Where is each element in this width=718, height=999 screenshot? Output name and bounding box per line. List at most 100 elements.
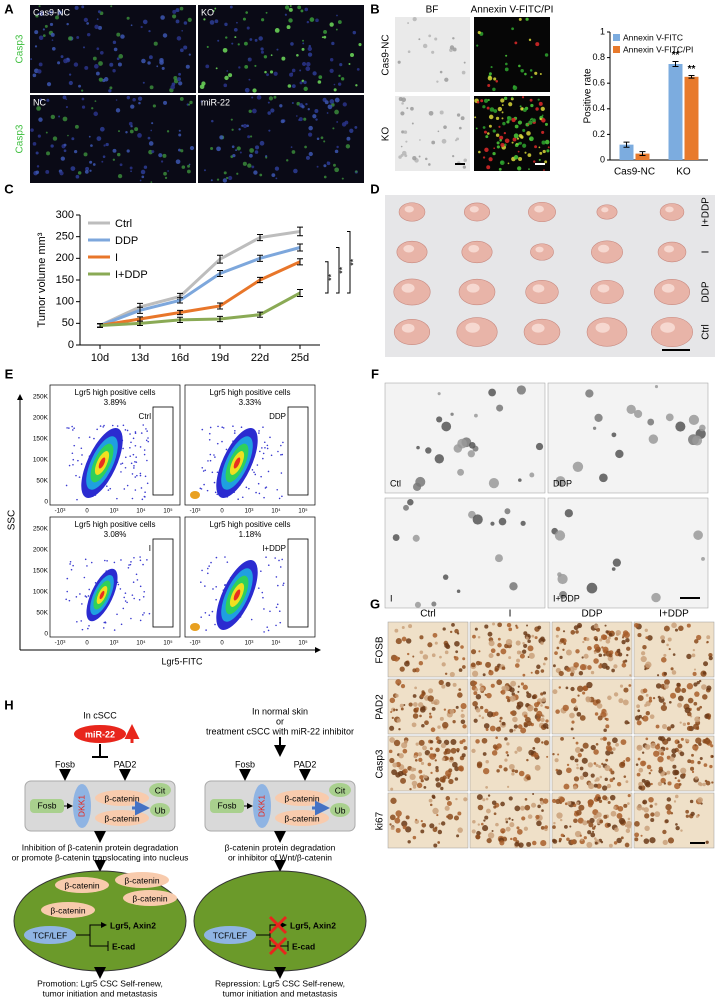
texture	[408, 624, 413, 629]
texture	[658, 766, 663, 771]
event	[133, 556, 135, 559]
texture	[432, 795, 436, 799]
texture	[439, 716, 444, 721]
texture	[650, 742, 657, 749]
texture	[460, 719, 466, 724]
texture	[572, 737, 575, 740]
label: Fosb	[218, 800, 237, 810]
texture	[172, 9, 177, 14]
texture	[97, 25, 103, 30]
texture	[702, 671, 707, 675]
texture	[183, 45, 188, 50]
tumor	[591, 240, 623, 264]
texture	[410, 767, 415, 772]
texture	[475, 739, 480, 744]
texture	[472, 514, 483, 525]
texture	[301, 105, 305, 109]
texture	[604, 624, 607, 627]
texture	[493, 805, 497, 809]
label: β-catenin	[124, 875, 159, 885]
texture	[46, 151, 51, 156]
texture	[261, 18, 265, 22]
texture	[625, 828, 631, 834]
event	[262, 452, 265, 455]
texture	[536, 701, 541, 705]
texture	[428, 798, 433, 803]
texture	[401, 626, 405, 630]
texture	[514, 663, 520, 668]
texture	[332, 127, 335, 130]
texture	[582, 771, 589, 778]
event	[116, 613, 118, 616]
texture	[570, 672, 574, 677]
event	[281, 453, 284, 456]
density	[233, 589, 241, 601]
texture	[645, 636, 649, 640]
texture	[232, 154, 236, 158]
texture	[516, 385, 526, 395]
texture	[178, 129, 181, 132]
texture	[300, 9, 304, 13]
texture	[499, 139, 502, 142]
texture	[391, 769, 398, 776]
event	[144, 475, 147, 478]
x-tick-label: KO	[676, 167, 691, 178]
texture	[407, 22, 409, 24]
texture	[494, 667, 499, 672]
tumor-highlight	[532, 284, 545, 293]
texture	[461, 70, 466, 75]
texture	[657, 781, 663, 787]
panel-label: B	[370, 1, 379, 16]
texture	[504, 817, 509, 821]
texture	[574, 758, 579, 763]
texture	[181, 29, 183, 32]
label: PAD2	[114, 759, 137, 769]
texture	[298, 119, 301, 121]
texture	[673, 800, 677, 803]
texture	[162, 153, 167, 158]
texture	[336, 145, 339, 149]
texture	[682, 722, 687, 726]
y-tick-label: 0	[600, 154, 605, 164]
texture	[65, 105, 69, 109]
texture	[229, 5, 233, 9]
texture	[691, 753, 694, 757]
texture	[431, 706, 436, 711]
texture	[694, 716, 701, 723]
texture	[601, 662, 608, 669]
event	[124, 456, 127, 459]
percentage: 3.89%	[104, 398, 127, 407]
tumor-highlight	[469, 206, 479, 213]
texture	[675, 421, 686, 432]
texture	[665, 804, 672, 811]
label: β-catenin	[132, 893, 167, 903]
texture	[189, 100, 193, 105]
texture	[444, 650, 449, 655]
texture	[661, 724, 668, 730]
label: TCF/LEF	[33, 930, 67, 940]
texture	[611, 668, 615, 673]
texture	[219, 135, 224, 140]
texture	[537, 98, 540, 101]
texture	[401, 150, 407, 156]
texture	[449, 756, 454, 761]
texture	[297, 5, 302, 10]
texture	[290, 5, 292, 7]
texture	[486, 165, 491, 170]
texture	[428, 715, 433, 719]
texture	[416, 782, 423, 789]
event	[134, 476, 137, 478]
texture	[291, 68, 296, 73]
label: or inhibitor of Wnt/β-catenin	[228, 852, 332, 862]
texture	[503, 96, 508, 101]
texture	[302, 39, 304, 42]
texture	[487, 832, 495, 839]
event	[135, 461, 138, 463]
texture	[513, 729, 516, 732]
texture	[535, 814, 540, 820]
texture	[598, 799, 603, 804]
texture	[436, 416, 443, 423]
texture	[612, 558, 621, 567]
texture	[563, 642, 567, 646]
texture	[488, 653, 494, 659]
